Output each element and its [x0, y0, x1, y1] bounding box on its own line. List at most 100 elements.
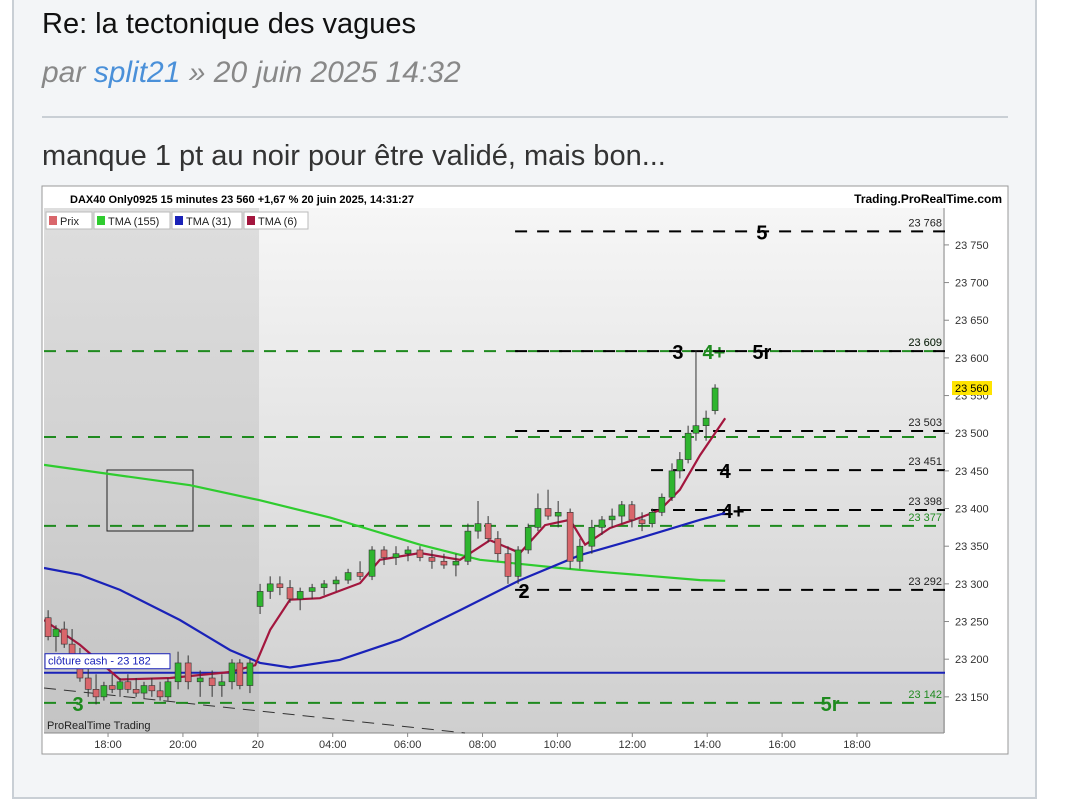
- candle-body: [598, 519, 606, 528]
- candle-body: [208, 677, 216, 686]
- close-cash-box: [44, 653, 171, 670]
- legend-label: TMA (155): [108, 216, 159, 228]
- level-label: 23 768: [908, 217, 942, 229]
- candle-body: [566, 512, 574, 562]
- candle-body: [174, 662, 182, 683]
- legend-swatch: [247, 216, 255, 225]
- x-tick-label: 10:00: [544, 739, 572, 751]
- candle-body: [228, 662, 236, 683]
- candle-body: [554, 512, 562, 517]
- x-tick-label: 20: [252, 739, 264, 751]
- candle-body: [156, 690, 164, 698]
- candle-body: [164, 681, 172, 698]
- candle-body: [266, 583, 274, 592]
- trend-line: [43, 687, 466, 734]
- candle-body: [676, 459, 684, 472]
- candle-body: [100, 685, 108, 698]
- post-body: manque 1 pt au noir pour être validé, ma…: [42, 140, 666, 172]
- candle-body: [44, 617, 52, 637]
- level-note: 5: [756, 222, 767, 244]
- x-tick-label: 16:00: [768, 739, 796, 751]
- close-cash-label: clôture cash - 23 182: [48, 656, 151, 668]
- candle-body: [484, 523, 492, 539]
- watermark: ProRealTime Trading: [47, 720, 151, 732]
- level-label: 23 609: [908, 337, 942, 349]
- level-label: 23 609: [908, 337, 942, 349]
- candle-body: [504, 553, 512, 577]
- y-tick-label: 23 200: [955, 654, 989, 666]
- candle-body: [286, 587, 294, 600]
- candle-body: [544, 508, 552, 517]
- annotation-box: [106, 469, 194, 532]
- candle-body: [184, 662, 192, 683]
- level-note: 4+: [722, 501, 745, 523]
- x-tick-label: 18:00: [94, 739, 122, 751]
- candle-body: [368, 549, 376, 577]
- author-link[interactable]: split21: [93, 56, 181, 89]
- candle-body: [588, 527, 596, 547]
- x-tick-label: 18:00: [843, 739, 871, 751]
- y-tick-label: 23 300: [955, 579, 989, 591]
- legend-box: [45, 211, 93, 230]
- candle-body: [256, 591, 264, 607]
- candle-body: [60, 628, 68, 645]
- level-label: 23 142: [908, 689, 942, 701]
- candle-body: [514, 549, 522, 577]
- y-tick-label: 23 700: [955, 278, 989, 290]
- legend-label: TMA (6): [258, 216, 297, 228]
- candle-body: [608, 515, 616, 521]
- post-meta: par split21 » 20 juin 2025 14:32: [42, 56, 461, 90]
- candle-body: [296, 591, 304, 600]
- post-title: Re: la tectonique des vagues: [42, 8, 417, 40]
- candle-body: [702, 417, 710, 426]
- last-price: 23 560: [955, 383, 989, 395]
- y-tick-label: 23 400: [955, 504, 989, 516]
- legend-label: Prix: [60, 216, 79, 228]
- candle-body: [638, 519, 646, 524]
- candle-body: [524, 527, 532, 551]
- candle-body: [140, 685, 148, 694]
- y-tick-label: 23 150: [955, 692, 989, 704]
- candle-body: [218, 681, 226, 686]
- candle-body: [148, 685, 156, 692]
- legend-swatch: [97, 216, 105, 225]
- candle-body: [404, 549, 412, 555]
- level-note: 4: [720, 461, 732, 483]
- candle-body: [618, 504, 626, 517]
- candle-body: [692, 425, 700, 434]
- ma-line: [44, 417, 727, 681]
- legend-label: TMA (31): [186, 216, 231, 228]
- candle-body: [452, 560, 460, 566]
- y-tick-label: 23 350: [955, 541, 989, 553]
- legend-box: [171, 211, 243, 230]
- candle-body: [356, 572, 364, 577]
- level-label: 23 398: [908, 496, 942, 508]
- y-tick-label: 23 450: [955, 466, 989, 478]
- level-note: 3: [672, 342, 683, 364]
- author-prefix: par: [42, 56, 86, 89]
- level-note: 2: [519, 581, 530, 603]
- x-tick-label: 04:00: [319, 739, 347, 751]
- candle-body: [576, 545, 584, 562]
- candle-body: [124, 681, 132, 690]
- candle-body: [380, 549, 388, 558]
- y-tick-label: 23 250: [955, 617, 989, 629]
- level-note: 3: [73, 694, 84, 716]
- level-note: 4+: [703, 342, 726, 364]
- y-tick-label: 23 750: [955, 240, 989, 252]
- level-label: 23 377: [908, 512, 942, 524]
- candle-body: [440, 560, 448, 566]
- x-tick-label: 14:00: [693, 739, 721, 751]
- level-note: 5r: [821, 694, 840, 716]
- y-tick-label: 23 500: [955, 428, 989, 440]
- candle-body: [320, 583, 328, 588]
- x-tick-label: 20:00: [169, 739, 197, 751]
- chart-header: DAX40 Only0925 15 minutes 23 560 +1,67 %…: [70, 194, 414, 206]
- last-price-box: [952, 381, 992, 396]
- level-label: 23 451: [908, 456, 942, 468]
- divider: [42, 116, 1008, 118]
- x-tick-label: 08:00: [469, 739, 497, 751]
- legend-swatch: [49, 216, 57, 225]
- level-note: 5r: [752, 342, 771, 364]
